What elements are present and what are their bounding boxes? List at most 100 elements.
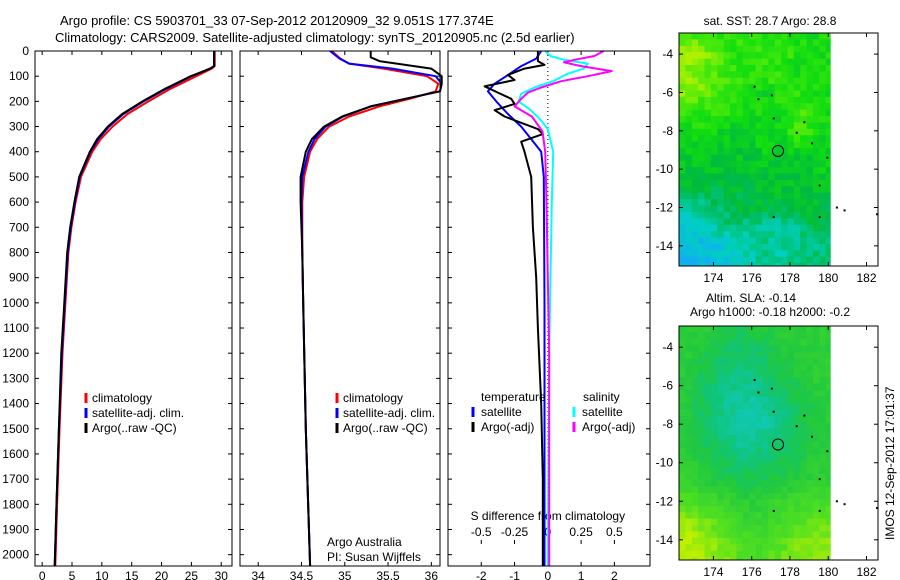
map-cell [704,544,712,552]
map-cell [787,531,795,539]
map-cell [774,243,782,251]
map-cell [698,441,705,449]
map-cell [691,250,699,258]
map-cell [755,428,763,436]
map-cell [793,205,801,213]
map-cell [704,186,712,194]
map-cell [704,383,712,391]
map-cell [793,212,801,219]
map-cell [781,512,788,520]
series-line-temperature-argo-adj- [483,51,546,566]
map-cell [819,154,827,162]
map-cell [761,518,769,526]
map-cell [717,148,725,155]
map-cell [698,250,705,258]
map-cell [685,250,693,258]
map-cell [742,448,750,455]
map-cell [710,186,718,194]
lat-tick-label: -4 [662,340,673,354]
map-cell [761,557,769,560]
map-cell [774,135,782,143]
map-cell [825,199,831,207]
map-cell [679,467,686,475]
map-cell [749,505,757,513]
map-cell [793,467,801,475]
map-cell [781,33,788,40]
map-cell [793,141,801,149]
map-cell [768,480,776,487]
map-cell [742,525,750,532]
map-cell [717,192,725,200]
map-cell [717,256,725,264]
map-cell [761,396,769,404]
map-cell [704,173,712,181]
map-cell [793,192,801,200]
map-cell [761,154,769,162]
map-cell [679,544,686,552]
map-cell [698,65,705,72]
map-cell [755,531,763,539]
map-cell [793,231,801,239]
map-cell [755,460,763,468]
map-cell [812,396,820,404]
map-cell [761,148,769,155]
map-cell [800,199,808,207]
x-tick-label: 34 [252,569,266,580]
map-cell [755,148,763,155]
map-cell [781,77,788,85]
x-tick-label: 15 [125,569,139,580]
x2-tick-label: 0.25 [569,525,593,539]
map-cell [742,454,750,462]
map-cell [755,467,763,475]
map-cell [819,409,827,417]
map-cell [730,364,737,372]
map-cell [749,377,757,385]
map-cell [768,45,776,53]
x2-tick-label: -0.25 [501,525,529,539]
map-cell [717,467,725,475]
map-cell [800,128,808,136]
map-cell [749,441,757,449]
map-cell [781,58,788,66]
map-cell [819,186,827,194]
x-tick-label: 30 [215,569,229,580]
map-cell [710,486,718,494]
map-cell [685,205,693,213]
map-cell [800,326,808,333]
map-cell [723,58,731,66]
x-tick-label: 35 [338,569,352,580]
map-cell [742,396,750,404]
map-cell [819,441,827,449]
map-cell [793,33,801,40]
map-cell [812,351,820,359]
map-cell [774,544,782,552]
map-cell [698,390,705,398]
map-cell [730,531,737,539]
lat-tick-label: -14 [656,239,674,253]
map-cell [774,199,782,207]
map-cell [742,422,750,430]
map-cell [742,58,750,66]
map-cell [717,39,725,47]
map-cell [685,218,693,226]
map-cell [742,403,750,410]
map-cell [717,415,725,423]
map-cell [742,428,750,436]
map-cell [730,218,737,226]
map-cell [723,512,731,520]
map-cell [761,173,769,181]
map-cell [749,128,757,136]
map-cell [691,448,699,455]
map-cell [685,441,693,449]
map-cell [691,403,699,410]
map-cell [736,167,744,175]
map-cell [710,128,718,136]
map-cell [723,345,731,353]
map-cell [800,167,808,175]
map-cell [717,358,725,365]
map-cell [749,396,757,404]
series-line-salinity-argo-adj- [513,50,613,566]
x-tick-label: 0 [39,569,46,580]
map-cell [768,345,776,353]
map-cell [685,390,693,398]
